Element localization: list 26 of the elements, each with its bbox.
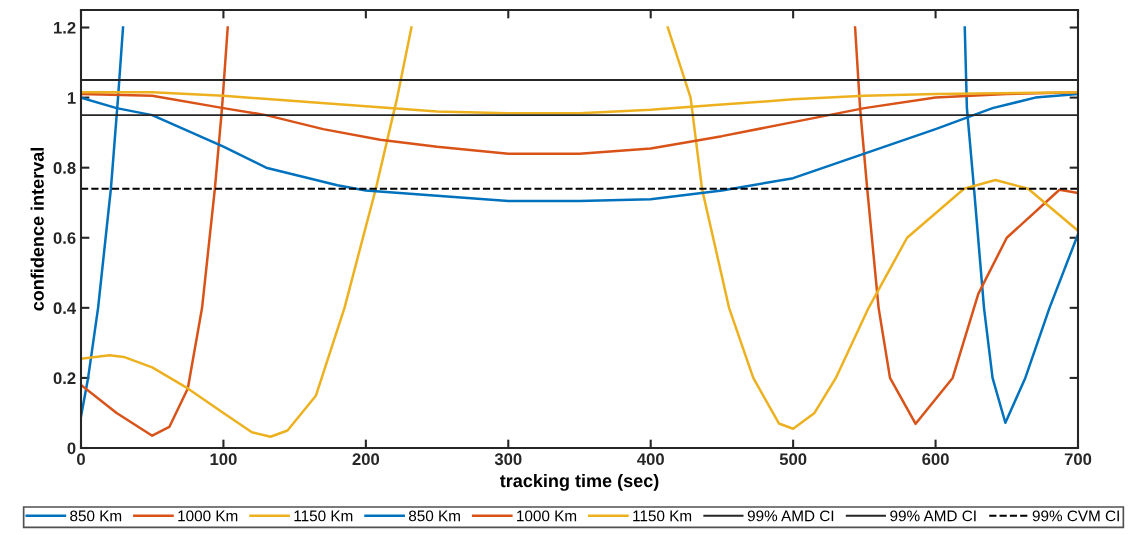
y-axis-title: confidence interval	[30, 147, 44, 311]
x-tick-label: 400	[637, 453, 664, 466]
legend-label: 850 Km	[70, 510, 122, 522]
y-tick-label: 0.4	[53, 302, 77, 315]
x-tick-label: 200	[352, 453, 380, 466]
x-tick-label: 300	[494, 453, 522, 466]
y-tick-label: 0.2	[53, 372, 76, 385]
legend-label: 1000 Km	[178, 510, 238, 522]
y-tick-label: 0.6	[53, 232, 76, 244]
y-tick-label: 0	[67, 442, 76, 455]
legend-label: 850 Km	[408, 510, 460, 522]
legend-label: 1150 Km	[294, 510, 353, 522]
x-tick-label: 500	[779, 453, 807, 466]
y-tick-label: 0.8	[53, 162, 76, 174]
y-tick-label: 1	[67, 92, 76, 104]
legend-label: 99% AMD CI	[747, 510, 834, 522]
legend-label: 1150 Km	[633, 510, 692, 522]
x-tick-label: 700	[1064, 453, 1092, 466]
x-axis-title: tracking time (sec)	[499, 473, 659, 491]
legend-label: 1000 Km	[517, 510, 577, 522]
x-tick-label: 0	[77, 453, 85, 466]
x-tick-label: 600	[922, 453, 949, 466]
legend-label: 99% CVM CI	[1032, 510, 1119, 522]
x-tick-label: 100	[210, 453, 237, 466]
y-tick-label: 1.2	[54, 21, 76, 34]
legend-label: 99% AMD CI	[890, 510, 976, 522]
